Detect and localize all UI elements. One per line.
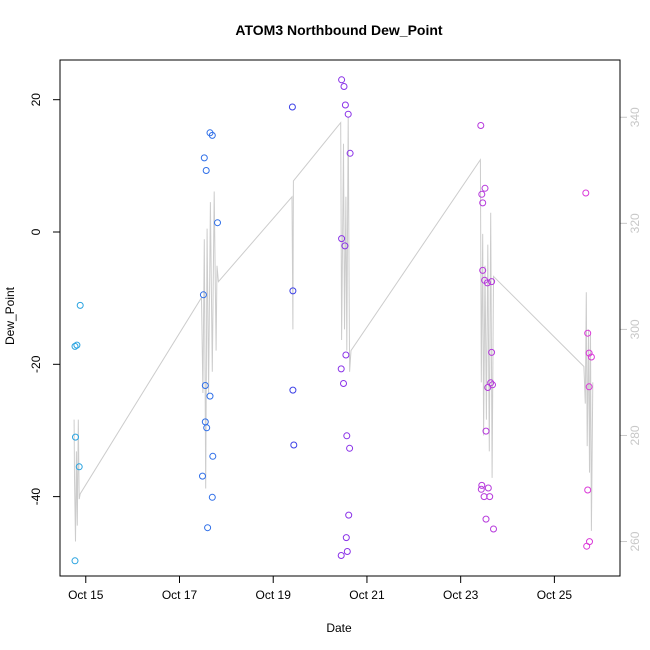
data-point-s4-15 [484,484,492,492]
data-point-s1-10 [209,452,217,460]
data-point-s3-8 [337,365,345,373]
y2-tick-label-0: 260 [628,531,642,551]
data-point-s3-9 [340,380,347,387]
data-point-s5-2 [585,349,593,357]
data-point-s3-4 [346,149,354,157]
x-tick-label-3: Oct 21 [349,588,385,602]
data-point-s4-8 [488,348,496,356]
data-point-s4-1 [478,190,486,198]
x-tick-label-2: Oct 19 [256,588,292,602]
data-point-s3-13 [342,534,350,542]
y2-tick-label-1: 280 [628,425,642,445]
y-tick-label-3: -40 [29,488,43,506]
y-tick-label-2: -20 [29,355,43,373]
data-point-s0-5 [71,557,79,565]
data-point-s2-0 [288,103,296,111]
data-point-s0-2 [76,301,84,309]
data-point-s3-12 [345,511,353,519]
data-point-s1-13 [204,524,212,532]
data-point-s5-5 [584,486,592,494]
data-point-s4-17 [486,493,494,501]
data-point-s3-0 [338,76,346,84]
data-point-s4-14 [477,485,485,493]
data-point-s4-12 [482,427,490,435]
data-point-s2-2 [289,386,297,394]
data-point-s3-10 [343,432,351,440]
x-tick-label-5: Oct 25 [537,588,573,602]
data-point-s4-19 [490,525,497,533]
y2-tick-label-2: 300 [628,319,642,339]
data-point-s1-9 [203,424,211,432]
data-point-s1-0 [200,154,208,162]
data-point-s3-1 [340,83,348,90]
data-point-s4-13 [478,481,486,489]
x-tick-label-1: Oct 17 [162,588,198,602]
data-point-s1-5 [199,291,207,299]
y-axis-label: Dew_Point [3,286,17,345]
data-point-s4-0 [477,122,485,129]
data-point-s5-3 [587,353,595,361]
data-point-s1-3 [208,131,216,139]
data-point-s0-0 [71,342,79,350]
data-point-s3-2 [341,101,349,109]
x-tick-label-4: Oct 23 [443,588,479,602]
x-tick-label-0: Oct 15 [68,588,104,602]
dew-point-points [71,76,595,565]
data-point-s3-15 [337,552,345,559]
data-point-s5-1 [584,329,592,337]
data-point-s3-5 [338,235,346,243]
data-point-s4-6 [483,279,491,287]
data-point-s1-12 [208,493,216,501]
data-point-s3-7 [342,351,350,359]
data-point-s4-7 [488,278,496,286]
data-point-s5-4 [585,383,593,391]
data-point-s4-18 [482,515,490,523]
data-point-s1-4 [214,219,221,227]
data-point-s4-2 [481,184,489,192]
data-point-s5-7 [583,542,591,550]
data-point-s4-4 [479,266,487,274]
data-point-s4-3 [479,199,487,207]
data-point-s1-6 [201,382,209,389]
data-point-s5-0 [582,189,590,197]
chart-title: ATOM3 Northbound Dew_Point [235,22,442,38]
data-point-s4-11 [484,384,492,391]
data-point-s1-11 [199,472,206,480]
data-point-s1-7 [206,392,214,400]
data-point-s3-3 [344,110,352,118]
data-point-s0-3 [72,433,79,441]
y-tick-label-1: 0 [29,228,43,235]
data-point-s3-6 [341,242,349,250]
x-axis-label: Date [326,621,352,635]
y2-tick-label-3: 320 [628,213,642,233]
data-point-s2-1 [289,287,297,295]
data-point-s0-4 [75,463,83,471]
data-point-s3-11 [346,444,354,452]
data-point-s3-14 [343,548,351,555]
data-point-s1-1 [202,167,210,174]
y2-tick-label-4: 340 [628,107,642,127]
data-point-s2-3 [290,441,298,449]
plot-frame [59,59,621,577]
y-tick-label-0: 20 [29,93,43,107]
data-point-s0-1 [73,341,81,349]
